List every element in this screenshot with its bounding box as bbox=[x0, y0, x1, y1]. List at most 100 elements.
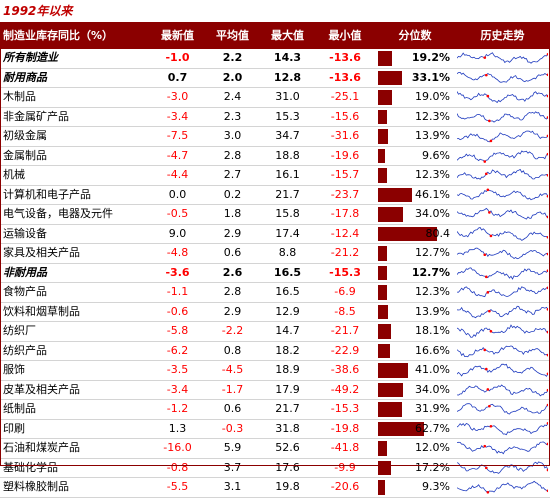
percentile-cell: 12.0% bbox=[375, 439, 455, 459]
latest-value: -3.4 bbox=[166, 382, 189, 396]
percentile-bar bbox=[378, 109, 388, 124]
percentile-bar bbox=[378, 441, 387, 456]
sparkline-marker bbox=[483, 445, 487, 448]
sparkline-marker bbox=[546, 442, 548, 446]
table-row: 皮革及相关产品 -3.4 -1.7 17.9 -49.2 34.0% bbox=[0, 380, 550, 400]
percentile-label: 13.9% bbox=[415, 304, 450, 318]
table-row: 纸制品 -1.2 0.6 21.7 -15.3 31.9% bbox=[0, 400, 550, 420]
min-value: -21.7 bbox=[330, 324, 360, 337]
max-value: 14.7 bbox=[275, 324, 300, 337]
sparkline-chart bbox=[457, 481, 548, 494]
mean-value: -1.7 bbox=[221, 382, 244, 396]
sparkline-line bbox=[457, 267, 548, 280]
table-row: 饮料和烟草制品 -0.6 2.9 12.9 -8.5 13.9% bbox=[0, 302, 550, 322]
mean-value: -2.2 bbox=[221, 324, 244, 337]
percentile-cell: 18.1% bbox=[375, 322, 455, 342]
percentile-cell: 13.9% bbox=[375, 127, 455, 147]
sparkline-marker bbox=[484, 275, 488, 278]
sparkline-marker bbox=[546, 252, 548, 256]
sparkline-line bbox=[457, 111, 548, 123]
sparkline-line bbox=[457, 286, 548, 298]
percentile-cell: 9.6% bbox=[375, 146, 455, 166]
industry-name: 计算机和电子产品 bbox=[3, 187, 91, 201]
min-value: -17.8 bbox=[330, 207, 360, 220]
industry-name: 皮革及相关产品 bbox=[3, 382, 80, 396]
trend-sparkline bbox=[455, 244, 550, 264]
percentile-bar bbox=[378, 168, 388, 183]
sparkline-line bbox=[457, 481, 548, 494]
table-row: 食物产品 -1.1 2.8 16.5 -6.9 12.3% bbox=[0, 283, 550, 303]
sparkline-chart bbox=[457, 421, 548, 435]
sparkline-marker bbox=[546, 94, 548, 98]
percentile-cell: 34.0% bbox=[375, 205, 455, 225]
percentile-label: 12.7% bbox=[415, 246, 450, 259]
mean-value: 2.0 bbox=[222, 70, 243, 84]
industry-name: 纺织厂 bbox=[3, 324, 36, 337]
industry-name: 机械 bbox=[3, 168, 25, 181]
trend-sparkline bbox=[455, 283, 550, 303]
percentile-cell: 12.7% bbox=[375, 244, 455, 264]
sparkline-marker bbox=[546, 235, 548, 239]
page-title: 1992年以来 bbox=[3, 4, 73, 18]
sparkline-line bbox=[457, 305, 548, 318]
sparkline-line bbox=[457, 384, 548, 397]
sparkline-chart bbox=[457, 286, 548, 298]
percentile-label: 12.3% bbox=[415, 168, 450, 181]
table-row: 计算机和电子产品 0.0 0.2 21.7 -23.7 46.1% bbox=[0, 185, 550, 205]
sparkline-line bbox=[457, 345, 548, 358]
mean-value: 2.9 bbox=[223, 304, 242, 318]
max-value: 14.3 bbox=[273, 51, 302, 64]
percentile-bar bbox=[378, 480, 385, 495]
sparkline-line bbox=[457, 91, 548, 104]
trend-sparkline bbox=[455, 205, 550, 225]
percentile-cell: 16.6% bbox=[375, 341, 455, 361]
table-row: 服饰 -3.5 -4.5 18.9 -38.6 41.0% bbox=[0, 361, 550, 380]
industry-name: 木制品 bbox=[3, 90, 36, 103]
percentile-bar bbox=[378, 382, 404, 397]
min-value: -13.6 bbox=[329, 51, 361, 64]
sparkline-marker bbox=[486, 387, 490, 391]
sparkline-marker bbox=[483, 253, 487, 257]
table-row: 基础化学品 -0.8 3.7 17.6 -9.9 17.2% bbox=[0, 458, 550, 478]
mean-value: 2.8 bbox=[223, 148, 242, 162]
trend-sparkline bbox=[455, 380, 550, 400]
sparkline-marker bbox=[546, 53, 548, 56]
table-row: 所有制造业 -1.0 2.2 14.3 -13.6 19.2% bbox=[0, 49, 550, 68]
industry-name: 非金属矿产品 bbox=[3, 109, 69, 123]
min-value: -41.8 bbox=[330, 441, 360, 454]
latest-value: -5.5 bbox=[166, 480, 189, 493]
min-value: -38.6 bbox=[330, 363, 360, 376]
min-value: -23.7 bbox=[330, 187, 360, 201]
sparkline-marker bbox=[546, 174, 548, 177]
mean-value: 0.6 bbox=[223, 402, 242, 415]
percentile-cell: 31.9% bbox=[375, 400, 455, 420]
min-value: -15.7 bbox=[330, 168, 360, 181]
header-name: 制造业库存同比（%） bbox=[3, 29, 114, 42]
min-value: -13.6 bbox=[329, 70, 361, 84]
max-value: 18.2 bbox=[275, 343, 300, 357]
mean-value: 1.8 bbox=[223, 207, 242, 220]
sparkline-marker bbox=[484, 172, 488, 176]
percentile-bar bbox=[378, 402, 402, 417]
industry-name: 食物产品 bbox=[3, 285, 47, 298]
min-value: -20.6 bbox=[330, 480, 360, 493]
min-value: -8.5 bbox=[334, 304, 356, 318]
trend-sparkline bbox=[455, 439, 550, 459]
trend-sparkline bbox=[455, 419, 550, 439]
trend-sparkline bbox=[455, 263, 550, 283]
sparkline-marker bbox=[546, 331, 548, 334]
max-value: 12.9 bbox=[275, 304, 300, 318]
max-value: 31.8 bbox=[275, 421, 300, 435]
max-value: 17.6 bbox=[275, 460, 300, 474]
mean-value: -4.5 bbox=[221, 363, 244, 376]
sparkline-chart bbox=[457, 91, 548, 104]
latest-value: -7.5 bbox=[166, 129, 189, 142]
min-value: -21.2 bbox=[330, 246, 360, 259]
sparkline-line bbox=[457, 403, 548, 415]
min-value: -6.9 bbox=[334, 285, 356, 298]
mean-value: 0.8 bbox=[223, 343, 242, 357]
percentile-bar bbox=[378, 460, 391, 475]
mean-value: 2.8 bbox=[223, 285, 242, 298]
percentile-bar bbox=[378, 90, 393, 105]
mean-value: 5.9 bbox=[223, 441, 242, 454]
